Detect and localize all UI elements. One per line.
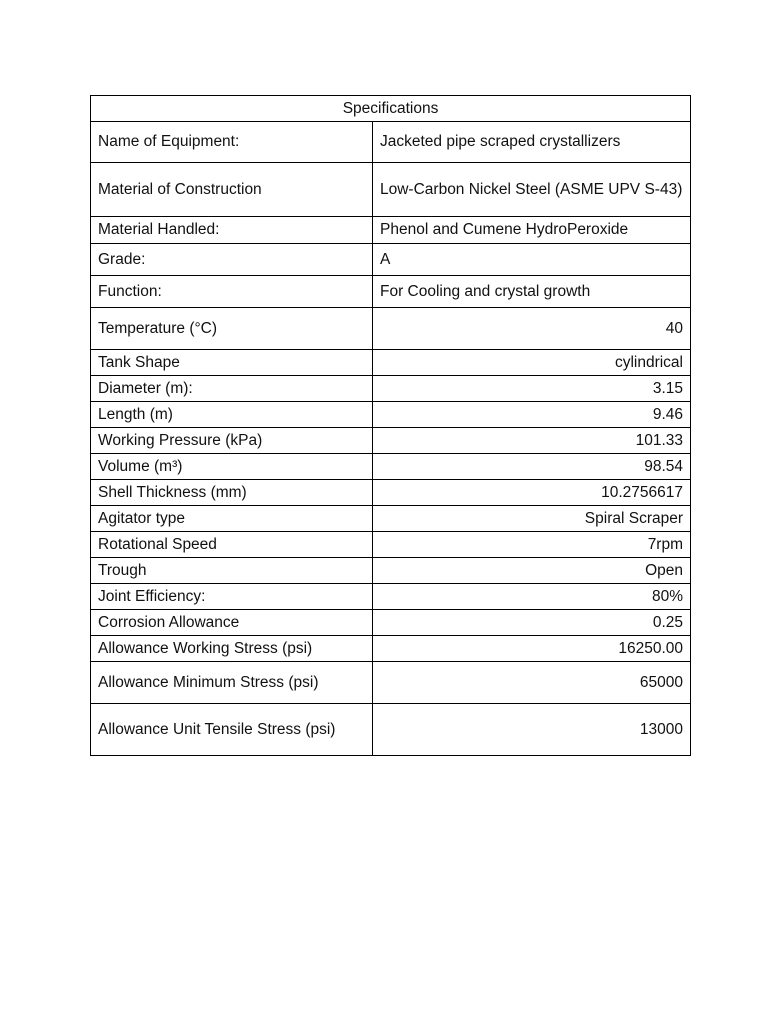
table-row: Allowance Unit Tensile Stress (psi) 1300… bbox=[90, 703, 692, 756]
table-row: Volume (m³) 98.54 bbox=[90, 453, 692, 480]
table-row: Temperature (°C) 40 bbox=[90, 307, 692, 350]
table-row: Name of Equipment: Jacketed pipe scraped… bbox=[90, 121, 692, 163]
table-row: Shell Thickness (mm) 10.2756617 bbox=[90, 479, 692, 506]
table-row: Allowance Minimum Stress (psi) 65000 bbox=[90, 661, 692, 704]
spec-value: A bbox=[371, 243, 692, 276]
spec-value: 40 bbox=[371, 307, 692, 350]
spec-label: Agitator type bbox=[90, 505, 373, 532]
spec-label: Name of Equipment: bbox=[90, 121, 373, 163]
spec-label: Allowance Working Stress (psi) bbox=[90, 635, 373, 662]
table-row: Material of Construction Low-Carbon Nick… bbox=[90, 162, 692, 217]
spec-value: 65000 bbox=[371, 661, 692, 704]
spec-label: Rotational Speed bbox=[90, 531, 373, 558]
table-row: Length (m) 9.46 bbox=[90, 401, 692, 428]
spec-label: Length (m) bbox=[90, 401, 373, 428]
table-row: Grade: A bbox=[90, 243, 692, 276]
table-title: Specifications bbox=[89, 95, 692, 122]
table-row: Diameter (m): 3.15 bbox=[90, 375, 692, 402]
spec-value: 3.15 bbox=[371, 375, 692, 402]
spec-label: Allowance Unit Tensile Stress (psi) bbox=[90, 703, 373, 756]
spec-value: Phenol and Cumene HydroPeroxide bbox=[371, 216, 692, 244]
spec-value: Low-Carbon Nickel Steel (ASME UPV S-43) bbox=[371, 162, 692, 217]
specifications-table: Specifications Name of Equipment: Jacket… bbox=[89, 95, 692, 756]
spec-label: Grade: bbox=[90, 243, 373, 276]
spec-value: 16250.00 bbox=[371, 635, 692, 662]
spec-value: 80% bbox=[371, 583, 692, 610]
spec-value: 0.25 bbox=[371, 609, 692, 636]
table-row: Trough Open bbox=[90, 557, 692, 584]
table-row: Agitator type Spiral Scraper bbox=[90, 505, 692, 532]
table-row: Tank Shape cylindrical bbox=[90, 349, 692, 376]
spec-label: Shell Thickness (mm) bbox=[90, 479, 373, 506]
spec-value: 7rpm bbox=[371, 531, 692, 558]
spec-value: Spiral Scraper bbox=[371, 505, 692, 532]
spec-label: Diameter (m): bbox=[90, 375, 373, 402]
spec-value: 9.46 bbox=[371, 401, 692, 428]
table-row: Joint Efficiency: 80% bbox=[90, 583, 692, 610]
spec-label: Corrosion Allowance bbox=[90, 609, 373, 636]
spec-label: Material Handled: bbox=[90, 216, 373, 244]
spec-label: Temperature (°C) bbox=[90, 307, 373, 350]
spec-label: Function: bbox=[90, 275, 373, 308]
table-row: Working Pressure (kPa) 101.33 bbox=[90, 427, 692, 454]
spec-label: Volume (m³) bbox=[90, 453, 373, 480]
spec-value: 13000 bbox=[371, 703, 692, 756]
spec-label: Allowance Minimum Stress (psi) bbox=[90, 661, 373, 704]
spec-label: Tank Shape bbox=[90, 349, 373, 376]
spec-value: 101.33 bbox=[371, 427, 692, 454]
spec-value: 10.2756617 bbox=[371, 479, 692, 506]
spec-label: Working Pressure (kPa) bbox=[90, 427, 373, 454]
table-row: Corrosion Allowance 0.25 bbox=[90, 609, 692, 636]
table-row: Material Handled: Phenol and Cumene Hydr… bbox=[90, 216, 692, 244]
table-row: Function: For Cooling and crystal growth bbox=[90, 275, 692, 308]
spec-value: 98.54 bbox=[371, 453, 692, 480]
spec-label: Material of Construction bbox=[90, 162, 373, 217]
spec-label: Trough bbox=[90, 557, 373, 584]
table-row: Allowance Working Stress (psi) 16250.00 bbox=[90, 635, 692, 662]
table-title-row: Specifications bbox=[89, 95, 692, 122]
spec-label: Joint Efficiency: bbox=[90, 583, 373, 610]
spec-value: Jacketed pipe scraped crystallizers bbox=[371, 121, 692, 163]
spec-value: For Cooling and crystal growth bbox=[371, 275, 692, 308]
spec-value: cylindrical bbox=[371, 349, 692, 376]
table-row: Rotational Speed 7rpm bbox=[90, 531, 692, 558]
spec-value: Open bbox=[371, 557, 692, 584]
